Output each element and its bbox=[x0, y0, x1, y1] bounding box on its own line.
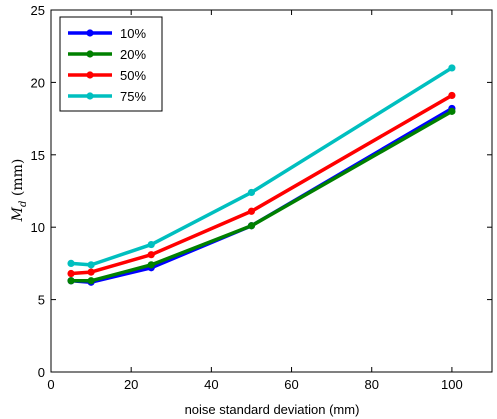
y-tick-label: 5 bbox=[38, 293, 45, 308]
y-tick-label: 15 bbox=[31, 148, 45, 163]
data-point bbox=[67, 277, 75, 285]
legend-label: 10% bbox=[120, 26, 146, 41]
legend-marker bbox=[86, 92, 94, 100]
y-tick-label: 20 bbox=[31, 75, 45, 90]
data-point bbox=[67, 259, 75, 267]
x-tick-label: 60 bbox=[284, 377, 298, 392]
y-tick-label: 10 bbox=[31, 220, 45, 235]
data-point bbox=[87, 277, 95, 285]
y-axis-label: Md (mm) bbox=[10, 159, 29, 223]
data-point bbox=[448, 64, 456, 72]
y-axis-label-subscript: d bbox=[18, 201, 29, 207]
y-tick-label: 0 bbox=[38, 365, 45, 380]
x-tick-label: 0 bbox=[47, 377, 54, 392]
y-tick-label: 25 bbox=[31, 3, 45, 18]
x-tick-label: 40 bbox=[204, 377, 218, 392]
data-point bbox=[87, 268, 95, 276]
data-point bbox=[247, 207, 256, 215]
axes: 0 20 40 60 80 100 0 5 10 15 20 25 bbox=[31, 3, 493, 392]
x-tick-label: 20 bbox=[124, 377, 138, 392]
legend-marker bbox=[86, 71, 94, 79]
series-layer bbox=[67, 64, 456, 286]
data-point bbox=[147, 251, 155, 259]
legend-marker bbox=[86, 50, 94, 58]
data-point bbox=[448, 107, 456, 115]
legend-label: 50% bbox=[120, 68, 146, 83]
data-point bbox=[448, 91, 456, 100]
data-point bbox=[147, 240, 155, 249]
legend: 10% 20% 50% 75% bbox=[59, 16, 163, 112]
axes-frame bbox=[50, 9, 493, 373]
legend-label: 20% bbox=[120, 47, 146, 62]
y-axis-label-symbol: M bbox=[10, 206, 26, 222]
x-axis-label: noise standard deviation (mm) bbox=[185, 402, 360, 417]
x-tick-label: 100 bbox=[441, 377, 463, 392]
legend-marker bbox=[86, 29, 94, 37]
legend-label: 75% bbox=[120, 89, 146, 104]
data-point bbox=[247, 222, 256, 230]
data-point bbox=[147, 261, 155, 269]
y-axis-label-unit: (mm) bbox=[10, 159, 26, 201]
data-point bbox=[247, 188, 256, 197]
data-point bbox=[87, 261, 95, 269]
x-tick-label: 80 bbox=[364, 377, 378, 392]
data-point bbox=[67, 269, 75, 278]
